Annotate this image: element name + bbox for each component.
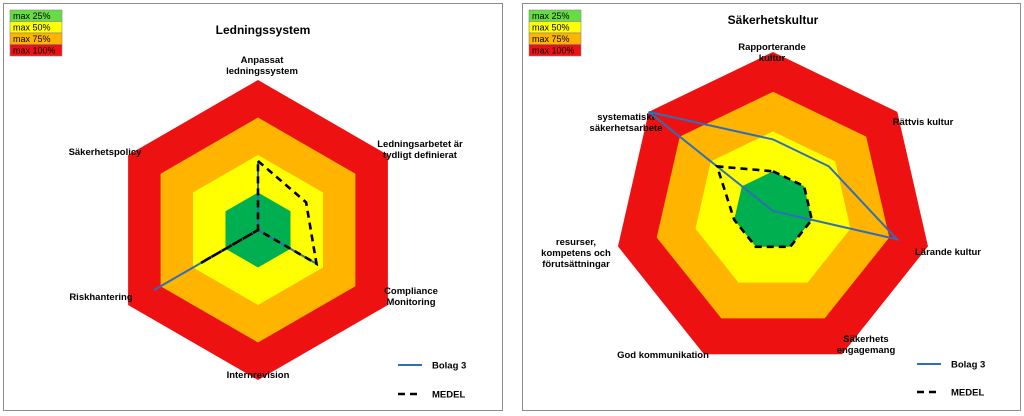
axis-label-compliance-monitoring: Compliance Monitoring <box>384 286 438 308</box>
radar-chart-sakerhetskultur: Säkerhetskultur Rapporterande kultur Rättvi… <box>528 9 985 399</box>
band-25 <box>734 171 812 247</box>
axis-label-sakerhets-engagemang: Säkerhets engagemang <box>837 334 896 356</box>
axis-label-larande-kultur: Lärande kultur <box>915 247 981 258</box>
axis-label-riskhantering: Riskhantering <box>69 292 133 303</box>
axis-label-anpassat-ledningssystem: Anpassat ledningssystem <box>226 55 298 77</box>
chart-panel-sakerhetskultur: Säkerhetskultur Rapporterande kultur Rättvi… <box>522 3 1021 411</box>
scale-legend-label-max-100: max 100% <box>532 46 575 56</box>
scale-legend-label-max-50: max 50% <box>13 23 51 33</box>
scale-legend-label-max-75: max 75% <box>532 34 570 44</box>
axis-label-systematiskt-sakerhetsarbete: systematiskt säkerhetsarbete <box>590 112 663 134</box>
axis-label-internrevision: Internrevision <box>227 370 290 381</box>
axis-label-sakerhetspolicy: Säkerhetspolicy <box>69 147 143 158</box>
legend-label-medel: MEDEL <box>432 390 465 401</box>
chart-title: Ledningssystem <box>216 23 311 37</box>
scale-legend-label-max-25: max 25% <box>532 11 570 21</box>
scale-legend-box-max-100 <box>9 44 63 57</box>
scale-legend-label-max-50: max 50% <box>532 23 570 33</box>
axis-label-god-kommunikation: God kommunikation <box>617 350 709 361</box>
scale-legend-label-max-25: max 25% <box>13 11 51 21</box>
axis-label-rattvis-kultur: Rättvis kultur <box>893 117 954 128</box>
chart-panel-ledningssystem: Ledningssystem Anpassat ledningssystem Ledn… <box>3 3 503 411</box>
scale-legend-label-max-100: max 100% <box>13 46 56 56</box>
radar-chart-ledningssystem: Ledningssystem Anpassat ledningssystem Ledn… <box>9 9 466 401</box>
scale-legend-box-max-100 <box>528 44 582 57</box>
legend-label-medel: MEDEL <box>951 388 984 399</box>
axis-label-ledningsarbetet-ar-tydligt-definierat: Ledningsarbetet är tydligt definierat <box>377 139 463 161</box>
series-medel <box>200 158 319 267</box>
scale-legend-label-max-75: max 75% <box>13 34 51 44</box>
series-bolag-3 <box>648 110 900 242</box>
legend-label-bolag-3: Bolag 3 <box>951 360 985 371</box>
chart-title: Säkerhetskultur <box>728 13 819 27</box>
axis-label-resurser-kompetens-och-forutsattningar: resurser, kompetens och förutsättningar <box>541 237 611 270</box>
axis-label-rapporterande-kultur: Rapporterande kultur <box>738 42 806 64</box>
series-medel <box>715 164 814 249</box>
legend-label-bolag-3: Bolag 3 <box>432 361 466 372</box>
